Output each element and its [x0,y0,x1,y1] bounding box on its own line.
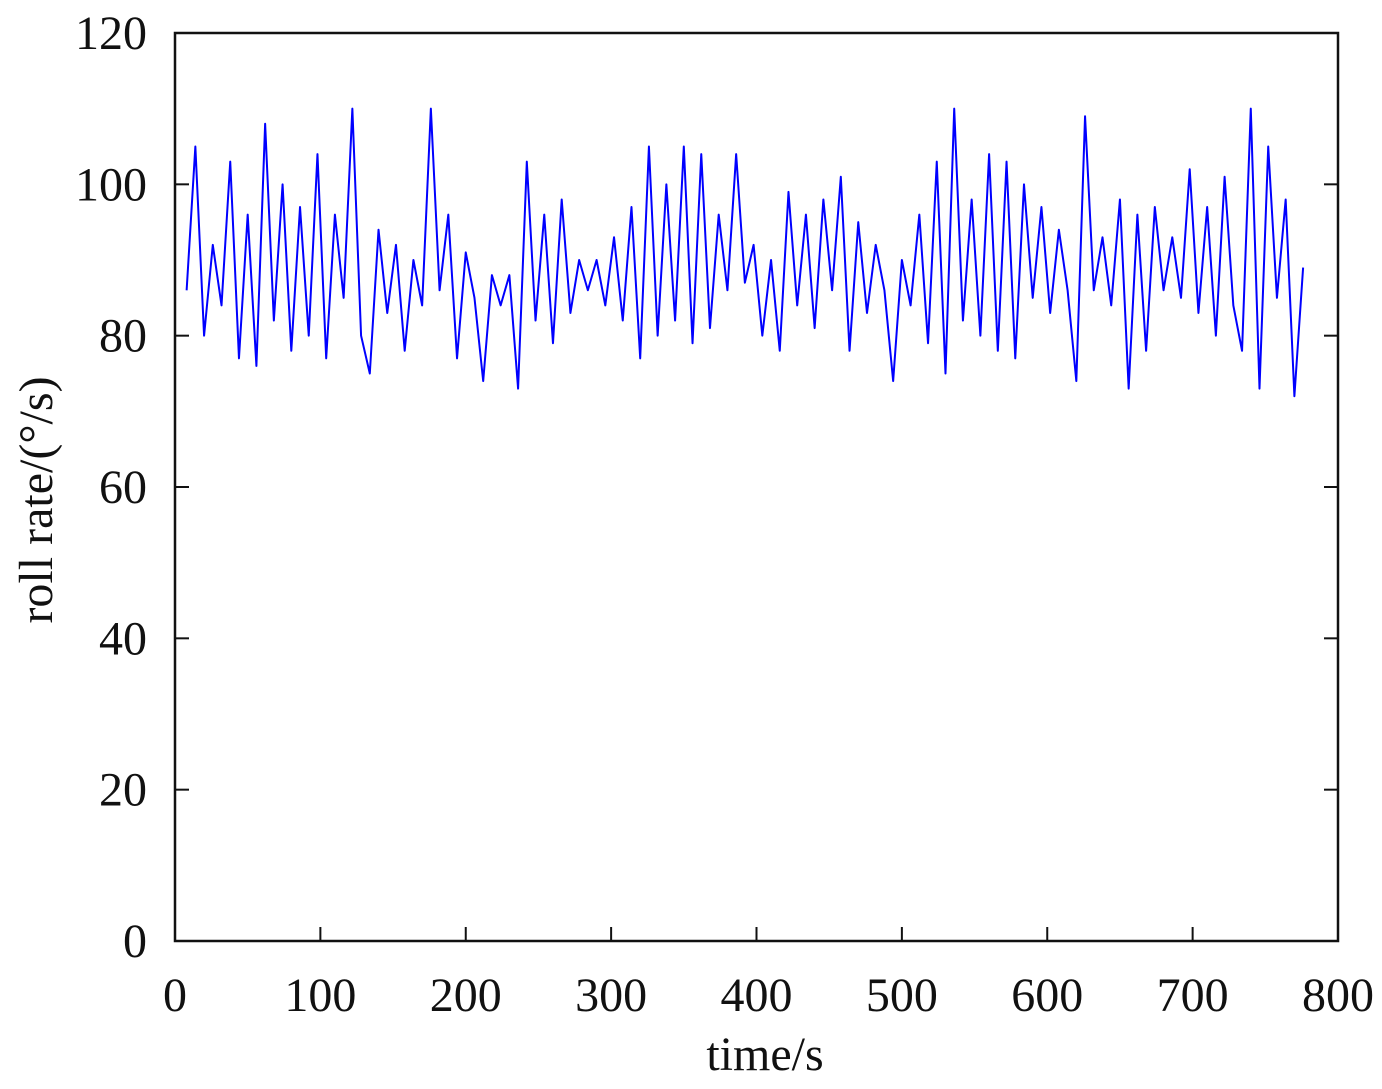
y-tick-label: 0 [123,915,147,968]
x-tick-label: 0 [163,969,187,1022]
x-tick-label: 200 [430,969,502,1022]
x-axis-label: time/s [706,1028,823,1081]
data-line [185,107,1305,398]
x-tick-label: 500 [866,969,938,1022]
x-tick-label: 100 [284,969,356,1022]
x-tick-label: 700 [1157,969,1229,1022]
x-tick-label: 300 [575,969,647,1022]
y-tick-label: 40 [99,612,147,665]
y-tick-label: 120 [75,7,147,60]
y-tick-label: 80 [99,310,147,363]
y-axis-label: roll rate/(°/s) [10,376,63,623]
x-tick-label: 400 [721,969,793,1022]
x-tick-label: 600 [1011,969,1083,1022]
y-tick-label: 100 [75,158,147,211]
x-tick-label: 800 [1302,969,1374,1022]
y-tick-label: 60 [99,461,147,514]
y-tick-label: 20 [99,764,147,817]
